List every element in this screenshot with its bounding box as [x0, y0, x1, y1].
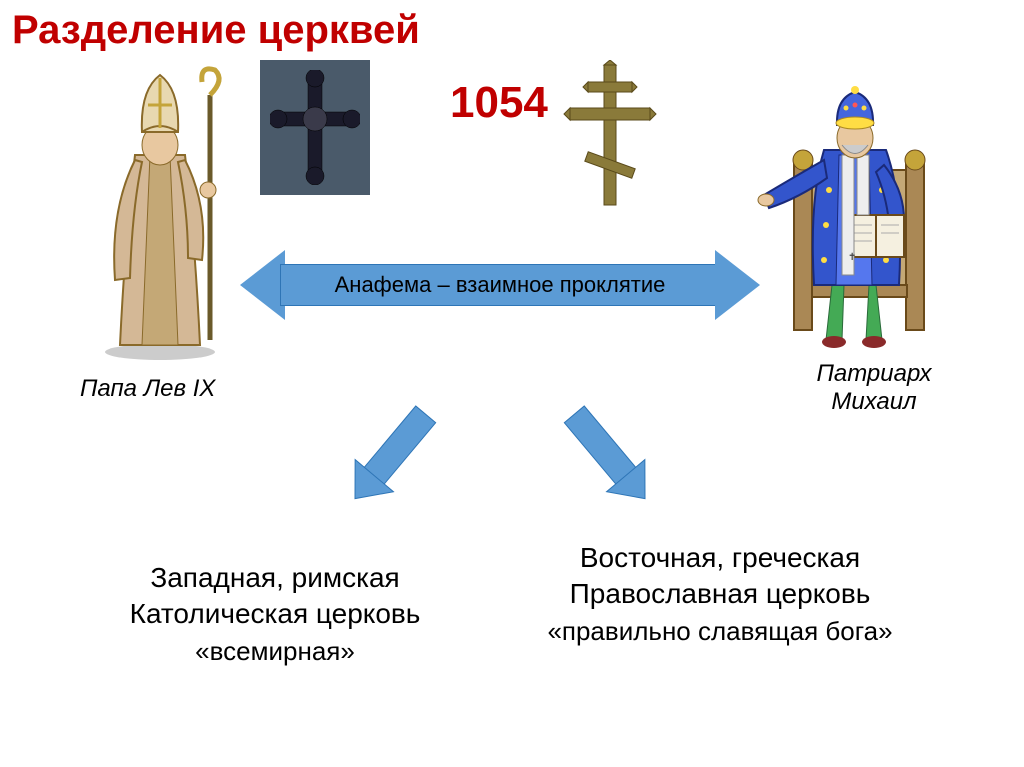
- catholic-cross-icon: [260, 60, 370, 195]
- orthodox-line2: Православная церковь: [570, 578, 871, 609]
- orthodox-church-label: Восточная, греческая Православная церков…: [500, 540, 940, 649]
- catholic-line2: Католическая церковь: [130, 598, 421, 629]
- arrow-left-icon: [240, 250, 285, 320]
- patriarch-caption: Патриарх Михаил: [794, 360, 954, 416]
- catholic-line1: Западная, римская: [150, 562, 399, 593]
- arrow-right-icon: [715, 250, 760, 320]
- orthodox-cross-icon: [560, 60, 660, 210]
- patriarch-figure: ✝: [754, 60, 954, 360]
- branch-arrow-left-icon: [330, 380, 470, 510]
- orthodox-subtext: «правильно славящая бога»: [547, 616, 892, 646]
- anathema-arrow: Анафема – взаимное проклятие: [240, 250, 760, 320]
- arrow-body: Анафема – взаимное проклятие: [280, 264, 720, 306]
- catholic-subtext: «всемирная»: [195, 636, 355, 666]
- anathema-text: Анафема – взаимное проклятие: [335, 272, 666, 298]
- orthodox-line1: Восточная, греческая: [580, 542, 860, 573]
- svg-text:✝: ✝: [848, 252, 856, 263]
- schism-year: 1054: [450, 78, 548, 128]
- page-title: Разделение церквей: [12, 8, 420, 53]
- catholic-church-label: Западная, римская Католическая церковь «…: [80, 560, 470, 669]
- pope-caption: Папа Лев IX: [80, 375, 215, 403]
- pope-figure: [80, 60, 240, 360]
- branch-arrow-right-icon: [530, 380, 670, 510]
